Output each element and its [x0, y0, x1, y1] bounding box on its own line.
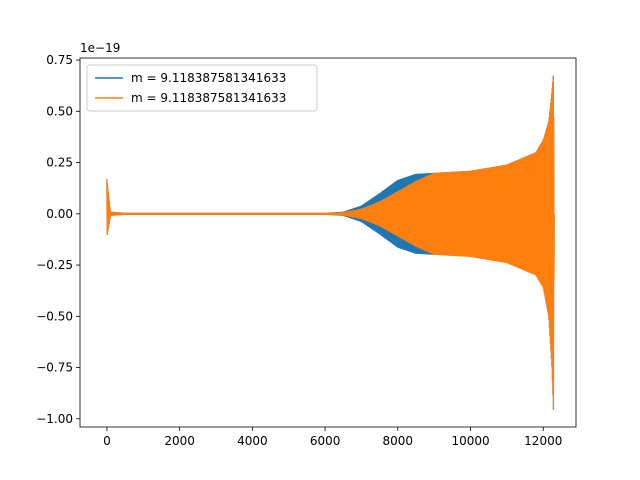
x-tick-label: 10000: [451, 434, 489, 448]
legend: m = 9.118387581341633 m = 9.1183875813416…: [86, 64, 318, 112]
legend-label-1: m = 9.118387581341633: [131, 71, 286, 85]
x-tick-label: 4000: [237, 434, 268, 448]
y-tick-label: −1.00: [36, 412, 73, 426]
legend-box: [86, 64, 318, 112]
plot-area: [106, 75, 555, 411]
y-tick-label: −0.50: [36, 309, 73, 323]
axes-spines: [79, 57, 577, 428]
x-tick-label: 0: [103, 434, 111, 448]
y-tick-label: 0.50: [46, 104, 73, 118]
x-axis: 0 2000 4000 6000 8000 10000 12000: [103, 427, 562, 448]
axes-frame: [79, 57, 577, 428]
y-tick-label: 0.00: [46, 207, 73, 221]
x-tick-label: 6000: [310, 434, 341, 448]
y-tick-label: −0.75: [36, 361, 73, 375]
x-tick-label: 12000: [524, 434, 562, 448]
legend-label-2: m = 9.118387581341633: [131, 91, 286, 105]
x-tick-label: 2000: [164, 434, 195, 448]
y-axis: 0.75 0.50 0.25 0.00 −0.25 −0.50 −0.75 −1.00: [36, 53, 80, 426]
series-line-2: [106, 75, 555, 411]
y-offset-text: 1e−19: [80, 41, 120, 55]
y-tick-label: 0.75: [46, 53, 73, 67]
y-tick-label: −0.25: [36, 258, 73, 272]
y-tick-label: 0.25: [46, 156, 73, 170]
x-tick-label: 8000: [383, 434, 414, 448]
